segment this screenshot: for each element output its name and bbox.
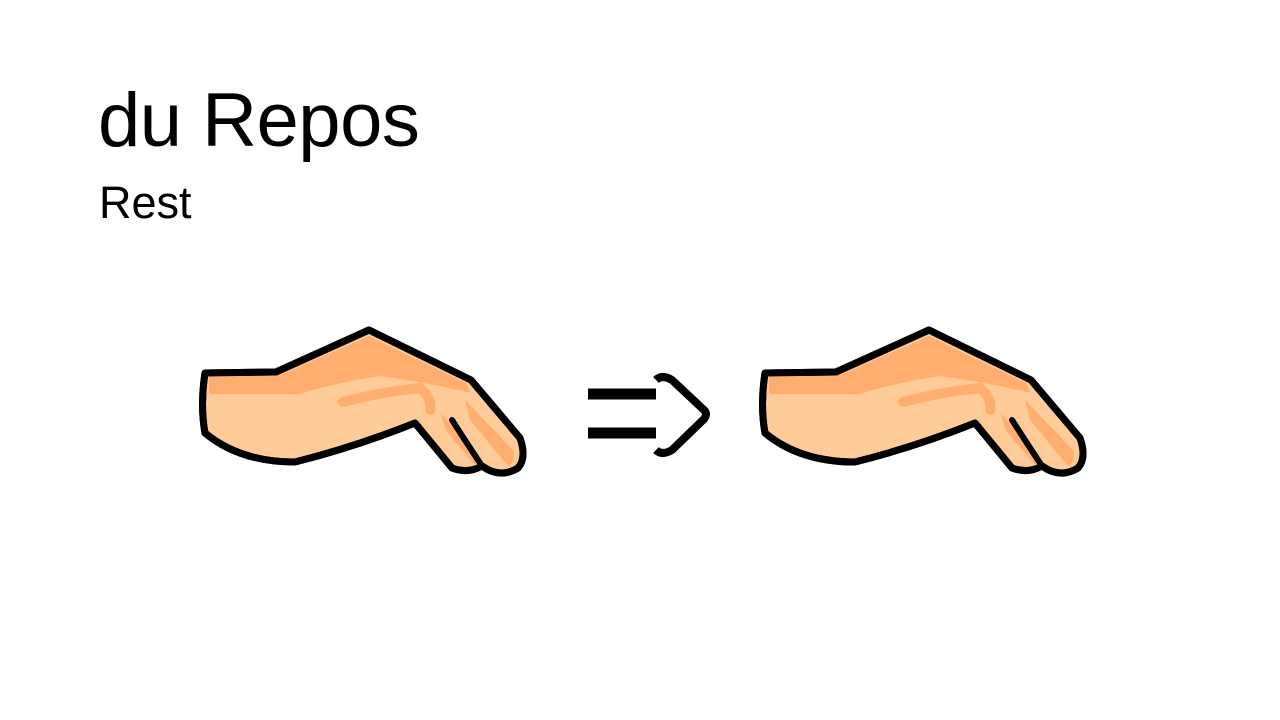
slide-subtitle: Rest [99,177,192,228]
right-arrow-icon [588,373,710,457]
left-hand-icon [203,330,524,473]
slide-title: du Repos [98,78,420,163]
right-hand-icon [763,330,1084,473]
